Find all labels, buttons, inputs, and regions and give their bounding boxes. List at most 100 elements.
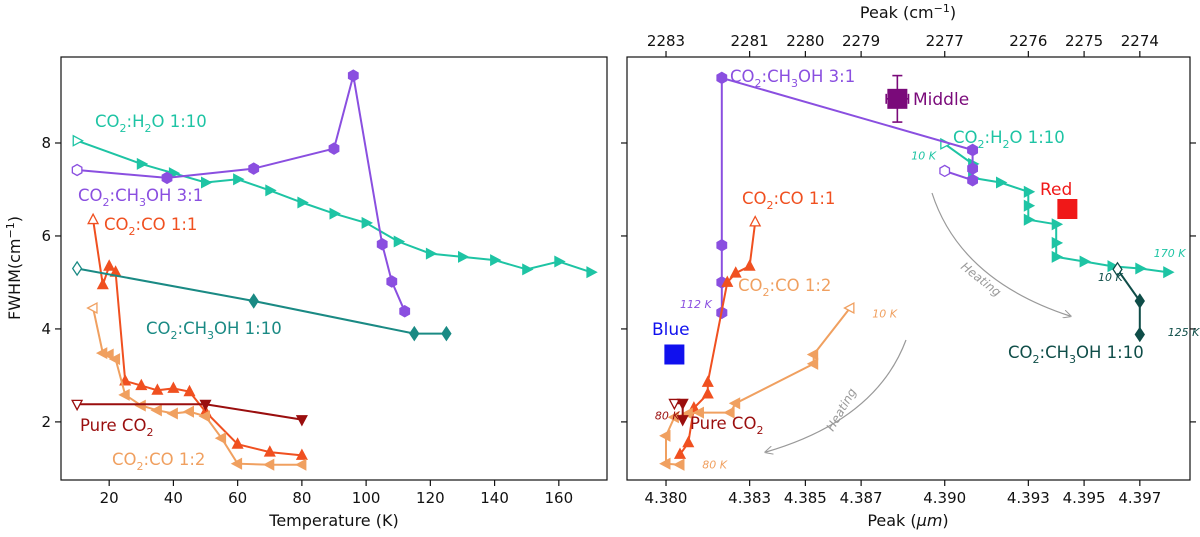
- right-label-co2-ch3oh-1-10: CO2:CH3OH 1:10: [1008, 343, 1144, 366]
- point-square-blue: [664, 344, 685, 365]
- left-point-co2-h2o-1-10: [233, 173, 245, 186]
- right-xtick-label: 4.380: [645, 489, 688, 507]
- point-square-red: [1057, 199, 1078, 220]
- right-y-ticks: [621, 142, 1196, 423]
- point-square-middle: [887, 88, 908, 109]
- right-top-tick-label: 2280: [786, 32, 824, 50]
- right-x-axis-label: Peak (μm): [867, 511, 948, 530]
- left-point-co2-ch3oh-1-10: [441, 325, 452, 342]
- left-xtick-label: 120: [416, 489, 445, 507]
- right-series-co2-co-1-1: [673, 215, 762, 459]
- right-point-co2-h2o-1-10: [1079, 255, 1091, 268]
- right-point-co2-co-1-2: [659, 429, 671, 442]
- right-xtick-label: 4.383: [728, 489, 771, 507]
- left-point-co2-h2o-1-10: [329, 207, 341, 220]
- left-point-co2-co-1-1: [167, 381, 180, 393]
- right-top-tick-label: 2279: [842, 32, 880, 50]
- temp-label: 10 K: [872, 307, 897, 320]
- left-xtick-label: 100: [352, 489, 381, 507]
- right-label-co2-ch3oh-3-1: CO2:CH3OH 3:1: [730, 67, 855, 90]
- left-panel: 20 40 60 80 100 120 140 160 2 4 6 8 Temperature (K…: [4, 56, 608, 530]
- left-point-co2-h2o-1-10: [297, 196, 309, 209]
- right-x-ticks: 4.380 4.383 4.385 4.387 4.390 4.393 4.395 4.397: [645, 480, 1161, 507]
- right-point-pure-co2: [676, 398, 689, 411]
- left-point-co2-ch3oh-3-1: [161, 171, 173, 185]
- left-xtick-label: 80: [292, 489, 311, 507]
- left-point-co2-co-1-1: [96, 277, 109, 290]
- right-xtick-label: 4.390: [923, 489, 966, 507]
- right-top-tick-label: 2283: [647, 32, 685, 50]
- right-point-co2-co-1-1: [729, 266, 742, 278]
- right-point-co2-h2o-1-10: [1051, 218, 1064, 231]
- left-series-co2-ch3oh-3-1: [71, 69, 411, 318]
- left-xtick-label: 140: [480, 489, 509, 507]
- left-xtick-label: 40: [164, 489, 183, 507]
- left-label-pure-co2: Pure CO2: [80, 416, 153, 439]
- point-label-red: Red: [1040, 180, 1072, 200]
- left-point-co2-co-1-2: [182, 405, 194, 418]
- right-point-co2-co-1-2: [723, 406, 735, 419]
- left-point-co2-h2o-1-10: [393, 235, 406, 248]
- left-ytick-label: 8: [41, 134, 51, 152]
- left-point-co2-co-1-2: [166, 407, 178, 420]
- left-line-co2-ch3oh-1-10: [76, 267, 447, 335]
- right-label-co2-co-1-2: CO2:CO 1:2: [738, 276, 831, 299]
- left-point-co2-co-1-2: [230, 457, 243, 470]
- point-red: [1057, 199, 1078, 220]
- left-point-pure-co2: [71, 399, 84, 412]
- right-point-co2-ch3oh-1-10: [1112, 261, 1123, 278]
- right-label-pure-co2: Pure CO2: [690, 414, 763, 437]
- right-label-co2-h2o: CO2:H2O 1:10: [953, 128, 1065, 151]
- left-point-co2-h2o-1-10: [265, 184, 277, 197]
- left-xtick-label: 60: [228, 489, 247, 507]
- right-point-pure-co2: [676, 415, 689, 427]
- right-top-tick-label: 2275: [1065, 32, 1103, 50]
- left-point-co2-ch3oh-3-1: [71, 163, 83, 177]
- right-point-co2-ch3oh-3-1: [939, 164, 951, 178]
- left-line-co2-ch3oh-3-1: [77, 75, 406, 312]
- right-top-axis-label: Peak (cm−1): [860, 2, 956, 22]
- left-point-co2-co-1-2: [198, 410, 210, 423]
- left-point-co2-co-1-2: [108, 353, 121, 366]
- left-point-co2-h2o-1-10: [425, 247, 438, 260]
- heating-arrow-upper: [931, 192, 1070, 316]
- right-line-co2-co-1-2: [665, 307, 851, 466]
- right-series-co2-h2o-1-10: [940, 137, 1175, 279]
- right-panel: 4.380 4.383 4.385 4.387 4.390 4.393 4.395 4.397…: [621, 2, 1200, 530]
- left-point-co2-ch3oh-3-1: [347, 69, 359, 82]
- left-point-co2-co-1-2: [102, 348, 114, 361]
- right-top-ticks: 2283 2281 2280 2279 2277 2276 2275 2274: [647, 32, 1159, 57]
- right-series-pure-co2: [668, 398, 689, 427]
- left-point-co2-h2o-1-10: [458, 250, 470, 263]
- left-point-co2-co-1-1: [87, 212, 100, 225]
- left-series: [71, 69, 598, 471]
- left-point-co2-co-1-2: [134, 399, 146, 412]
- point-blue: [664, 344, 685, 365]
- left-point-co2-co-1-1: [183, 384, 196, 397]
- left-point-co2-co-1-2: [214, 432, 227, 445]
- left-point-co2-h2o-1-10: [586, 266, 598, 279]
- right-points: [664, 74, 1078, 365]
- left-series-co2-co-1-2: [86, 301, 307, 471]
- left-label-co2-h2o: CO2:H2O 1:10: [95, 112, 207, 135]
- left-line-co2-h2o-1-10: [76, 139, 592, 274]
- right-top-tick-label: 2276: [1009, 32, 1047, 50]
- temp-label: 125 K: [1168, 326, 1200, 339]
- right-point-co2-h2o-1-10: [996, 176, 1008, 189]
- right-xtick-label: 4.393: [1007, 489, 1050, 507]
- left-point-co2-h2o-1-10: [136, 157, 149, 170]
- left-y-ticks: 2 4 6 8: [41, 134, 61, 431]
- left-series-pure-co2: [71, 399, 308, 427]
- right-point-co2-h2o-1-10: [1023, 185, 1036, 198]
- left-label-co2-ch3oh-3-1: CO2:CH3OH 3:1: [78, 186, 203, 209]
- left-point-co2-ch3oh-3-1: [376, 238, 388, 251]
- right-point-co2-h2o-1-10: [1023, 213, 1036, 226]
- right-xtick-label: 4.397: [1118, 489, 1161, 507]
- right-point-co2-co-1-2: [673, 458, 685, 471]
- left-point-co2-h2o-1-10: [361, 216, 373, 229]
- left-point-co2-co-1-2: [118, 388, 130, 401]
- point-middle: [885, 74, 910, 123]
- left-xtick-label: 160: [545, 489, 574, 507]
- left-point-co2-h2o-1-10: [522, 263, 534, 276]
- right-series-co2-co-1-2: [659, 301, 855, 471]
